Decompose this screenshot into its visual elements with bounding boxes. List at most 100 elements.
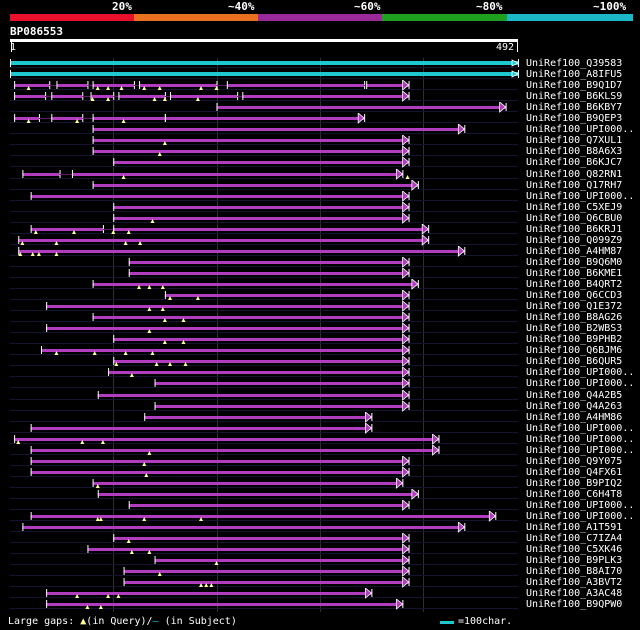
hit-label[interactable]: UniRef100_Q1E372 [526,301,623,312]
hit-row[interactable]: UniRef100_A1T591 [0,522,640,533]
hit-label[interactable]: UniRef100_C5XK46 [526,544,623,555]
hit-row[interactable]: UniRef100_B4QRT2 [0,279,640,290]
hit-row[interactable]: UniRef100_C6H4T8 [0,489,640,500]
hit-row[interactable]: UniRef100_B8AG26 [0,312,640,323]
hit-label[interactable]: UniRef100_Q82RN1 [526,169,623,180]
hit-label[interactable]: UniRef100_Q4FX61 [526,467,623,478]
hit-row[interactable]: UniRef100_C5XK46 [0,544,640,555]
hit-row[interactable]: UniRef100_B9QPW0 [0,599,640,610]
hit-label[interactable]: UniRef100_B8AG26 [526,312,623,323]
hit-row[interactable]: UniRef100_A4HM87 [0,246,640,257]
hit-label[interactable]: UniRef100_B9QEP3 [526,113,623,124]
hit-row[interactable]: UniRef100_B6KME1 [0,268,640,279]
hit-label[interactable]: UniRef100_UPI000.. [526,191,635,202]
hit-label[interactable]: UniRef100_C5XEJ9 [526,202,623,213]
hit-row[interactable]: UniRef100_B9PHB2 [0,334,640,345]
hit-row[interactable]: UniRef100_Q4FX61 [0,467,640,478]
hit-label[interactable]: UniRef100_B6QUR5 [526,356,623,367]
hit-label[interactable]: UniRef100_Q7XUL1 [526,135,623,146]
hit-row[interactable]: UniRef100_B6KBY7 [0,102,640,113]
hit-label[interactable]: UniRef100_Q4A2B5 [526,390,623,401]
hit-label[interactable]: UniRef100_A1T591 [526,522,623,533]
hit-row[interactable]: UniRef100_A3BVT2 [0,577,640,588]
hit-row[interactable]: UniRef100_B9PIQ2 [0,478,640,489]
hit-label[interactable]: UniRef100_C7IZA4 [526,533,623,544]
hit-row[interactable]: UniRef100_UPI000.. [0,124,640,135]
hit-label[interactable]: UniRef100_B6KME1 [526,268,623,279]
hit-label[interactable]: UniRef100_B9Q1D7 [526,80,623,91]
hit-row[interactable]: UniRef100_Q4A263 [0,401,640,412]
hit-label[interactable]: UniRef100_B9Q6M0 [526,257,623,268]
hit-row[interactable]: UniRef100_B8A6X3 [0,146,640,157]
hit-label[interactable]: UniRef100_Q17RH7 [526,180,623,191]
hit-row[interactable]: UniRef100_B9Q6M0 [0,257,640,268]
hit-label[interactable]: UniRef100_B6KRJ1 [526,224,623,235]
hit-label[interactable]: UniRef100_UPI000.. [526,124,635,135]
hit-label[interactable]: UniRef100_B2WBS3 [526,323,623,334]
hit-row[interactable]: UniRef100_UPI000.. [0,511,640,522]
hit-label[interactable]: UniRef100_Q4A263 [526,401,623,412]
hit-row[interactable]: UniRef100_B9PLK3 [0,555,640,566]
hit-label[interactable]: UniRef100_UPI000.. [526,500,635,511]
hit-label[interactable]: UniRef100_C6H4T8 [526,489,623,500]
hit-label[interactable]: UniRef100_Q6BJM6 [526,345,623,356]
hit-label[interactable]: UniRef100_UPI000.. [526,445,635,456]
hit-label[interactable]: UniRef100_UPI000.. [526,423,635,434]
hit-label[interactable]: UniRef100_B6KBY7 [526,102,623,113]
hit-row[interactable]: UniRef100_B9QEP3 [0,113,640,124]
hit-row[interactable]: UniRef100_B6QUR5 [0,356,640,367]
hit-row[interactable]: UniRef100_UPI000.. [0,434,640,445]
hit-row[interactable]: UniRef100_Q17RH7 [0,180,640,191]
hit-label[interactable]: UniRef100_B9PIQ2 [526,478,623,489]
hit-label[interactable]: UniRef100_B6KJC7 [526,157,623,168]
hit-row[interactable]: UniRef100_UPI000.. [0,500,640,511]
hit-label[interactable]: UniRef100_Q9Y075 [526,456,623,467]
hit-label[interactable]: UniRef100_Q099Z9 [526,235,623,246]
hit-label[interactable]: UniRef100_A4HM87 [526,246,623,257]
hit-label[interactable]: UniRef100_B8AI70 [526,566,623,577]
hit-row[interactable]: UniRef100_B6KLS9 [0,91,640,102]
hit-label[interactable]: UniRef100_Q39583 [526,58,623,69]
hit-label[interactable]: UniRef100_A8IFU5 [526,69,623,80]
hit-label[interactable]: UniRef100_UPI000.. [526,378,635,389]
hit-row[interactable]: UniRef100_UPI000.. [0,423,640,434]
hit-label[interactable]: UniRef100_Q6CCD3 [526,290,623,301]
hit-label[interactable]: UniRef100_B6KLS9 [526,91,623,102]
hit-label[interactable]: UniRef100_A3AC48 [526,588,623,599]
hit-row[interactable]: UniRef100_B8AI70 [0,566,640,577]
hit-label[interactable]: UniRef100_B9PHB2 [526,334,623,345]
hit-label[interactable]: UniRef100_Q6CBU0 [526,213,623,224]
hit-row[interactable]: UniRef100_UPI000.. [0,378,640,389]
hit-row[interactable]: UniRef100_Q6CBU0 [0,213,640,224]
hit-row[interactable]: UniRef100_A3AC48 [0,588,640,599]
hit-row[interactable]: UniRef100_UPI000.. [0,445,640,456]
hit-label[interactable]: UniRef100_A3BVT2 [526,577,623,588]
hit-row[interactable]: UniRef100_Q099Z9 [0,235,640,246]
hit-label[interactable]: UniRef100_B9QPW0 [526,599,623,610]
hit-row[interactable]: UniRef100_B9Q1D7 [0,80,640,91]
hit-row[interactable]: UniRef100_A4HM86 [0,412,640,423]
hit-row[interactable]: UniRef100_Q9Y075 [0,456,640,467]
hit-row[interactable]: UniRef100_UPI000.. [0,367,640,378]
hit-label[interactable]: UniRef100_UPI000.. [526,434,635,445]
hit-row[interactable]: UniRef100_Q6BJM6 [0,345,640,356]
hit-label[interactable]: UniRef100_UPI000.. [526,367,635,378]
hit-row[interactable]: UniRef100_C7IZA4 [0,533,640,544]
hit-row[interactable]: UniRef100_Q4A2B5 [0,390,640,401]
hit-row[interactable]: UniRef100_Q7XUL1 [0,135,640,146]
hit-label[interactable]: UniRef100_B8A6X3 [526,146,623,157]
hit-row[interactable]: UniRef100_A8IFU5 [0,69,640,80]
hit-row[interactable]: UniRef100_Q82RN1 [0,169,640,180]
hit-label[interactable]: UniRef100_B9PLK3 [526,555,623,566]
hit-row[interactable]: UniRef100_C5XEJ9 [0,202,640,213]
hit-row[interactable]: UniRef100_UPI000.. [0,191,640,202]
hit-label[interactable]: UniRef100_B4QRT2 [526,279,623,290]
hit-row[interactable]: UniRef100_Q6CCD3 [0,290,640,301]
hit-label[interactable]: UniRef100_A4HM86 [526,412,623,423]
hit-row[interactable]: UniRef100_B6KRJ1 [0,224,640,235]
hit-label[interactable]: UniRef100_UPI000.. [526,511,635,522]
hit-row[interactable]: UniRef100_Q39583 [0,58,640,69]
hit-row[interactable]: UniRef100_B6KJC7 [0,157,640,168]
hit-row[interactable]: UniRef100_Q1E372 [0,301,640,312]
hit-row[interactable]: UniRef100_B2WBS3 [0,323,640,334]
